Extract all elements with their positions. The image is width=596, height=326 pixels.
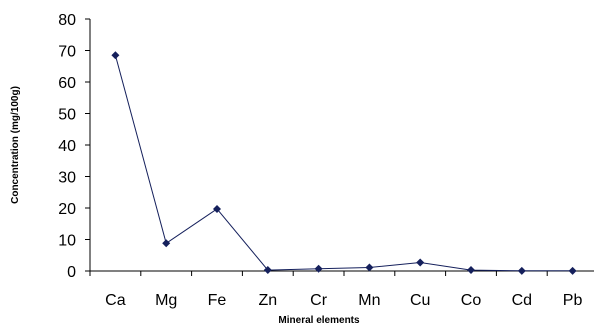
x-tick-label: Fe (208, 292, 227, 309)
data-point-fe (213, 204, 221, 213)
y-tick-label: 20 (58, 201, 76, 218)
x-axis-ticks: Ca Mg Fe Zn Cr Mn Cu Co Cd Pb (89, 271, 583, 309)
x-axis-title: Mineral elements (278, 315, 360, 326)
data-point-cu (416, 258, 425, 267)
data-point-cd (517, 266, 526, 275)
x-tick-label: Cr (310, 292, 328, 309)
y-tick-label: 10 (58, 233, 76, 250)
y-tick-label: 60 (58, 75, 76, 92)
x-tick-label: Ca (105, 292, 126, 309)
y-tick-label: 30 (58, 170, 76, 187)
data-point-zn (263, 266, 272, 275)
y-tick-label: 0 (67, 264, 76, 281)
data-point-mg (162, 239, 171, 248)
x-tick-label: Mg (155, 292, 177, 309)
data-point-co (467, 266, 475, 275)
y-tick-label: 40 (58, 138, 76, 155)
y-tick-label: 80 (58, 12, 76, 29)
x-tick-label: Pb (563, 292, 583, 309)
y-tick-label: 50 (58, 107, 76, 124)
y-tick-label: 70 (58, 44, 76, 61)
x-tick-label: Co (461, 292, 482, 309)
data-point-ca (111, 51, 120, 60)
y-axis-ticks: 0 10 20 30 40 50 60 70 80 (58, 12, 90, 281)
data-point-cr (314, 264, 323, 273)
data-point-mn (365, 263, 374, 272)
x-tick-label: Cu (410, 292, 430, 309)
data-series (111, 51, 577, 275)
x-tick-label: Mn (358, 292, 380, 309)
data-point-pb (568, 266, 577, 275)
y-axis-title: Concentration (mg/100g) (10, 86, 21, 204)
x-tick-label: Zn (258, 292, 277, 309)
x-tick-label: Cd (512, 292, 532, 309)
series-line (114, 55, 573, 272)
